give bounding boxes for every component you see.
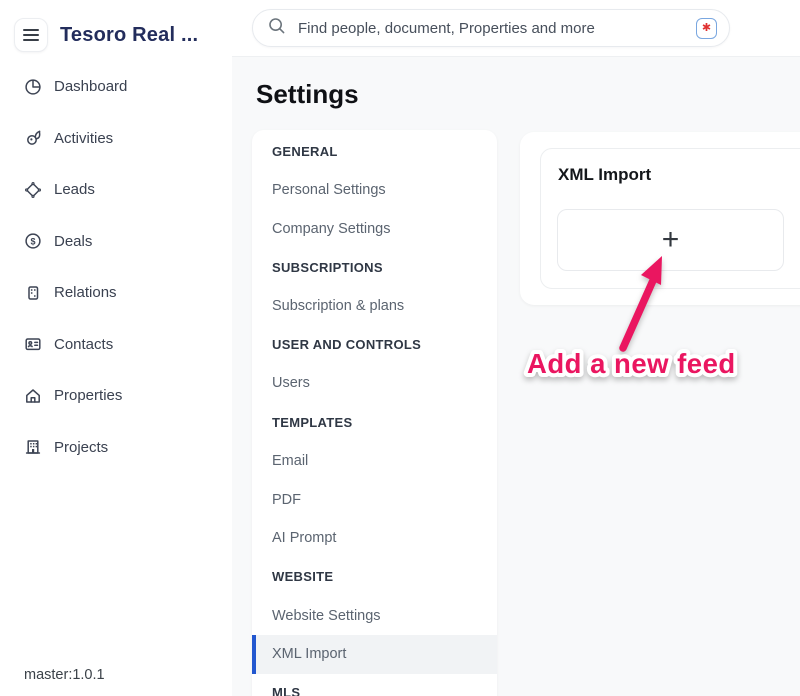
topbar: ✱ [232, 0, 800, 57]
settings-nav-subscription-plans[interactable]: Subscription & plans [272, 298, 405, 315]
search-bar: ✱ [252, 9, 730, 47]
settings-nav-ai-prompt[interactable]: AI Prompt [272, 530, 337, 547]
building-card-icon [24, 284, 42, 302]
dollar-circle-icon: $ [24, 232, 42, 250]
settings-nav-website-settings[interactable]: Website Settings [272, 607, 381, 624]
sidebar-item-label: Relations [54, 284, 117, 302]
brand-row: Tesoro Real ... [0, 0, 232, 58]
sidebar-item-label: Dashboard [54, 78, 128, 96]
hamburger-icon [23, 29, 39, 32]
home-icon [24, 387, 42, 405]
add-feed-button[interactable]: + [557, 209, 784, 271]
comet-icon [24, 129, 42, 147]
pie-chart-icon [24, 78, 42, 96]
settings-nav-users[interactable]: Users [272, 375, 310, 392]
search-input[interactable] [298, 19, 696, 37]
main-content: Settings GENERAL Personal Settings Company… [232, 57, 800, 696]
search-shortcut-icon[interactable]: ✱ [696, 17, 717, 39]
plus-icon: + [661, 223, 680, 256]
sidebar-item-label: Properties [54, 387, 123, 405]
version-label: master:1.0.1 [24, 667, 105, 683]
sidebar-item-projects[interactable]: Projects [0, 422, 232, 474]
settings-section-templates: TEMPLATES [272, 414, 353, 430]
sidebar-item-deals[interactable]: $ Deals [0, 216, 232, 268]
settings-nav-personal-settings[interactable]: Personal Settings [272, 182, 386, 199]
sidebar: Tesoro Real ... Dashboard Activities Leads… [0, 0, 232, 696]
sidebar-item-activities[interactable]: Activities [0, 113, 232, 165]
sidebar-item-leads[interactable]: Leads [0, 164, 232, 216]
xml-import-card: XML Import + [540, 148, 800, 289]
settings-nav-pdf[interactable]: PDF [272, 491, 301, 508]
xml-import-panel: XML Import + [520, 132, 800, 305]
sidebar-item-label: Projects [54, 438, 109, 456]
app-title: Tesoro Real ... [60, 23, 199, 46]
svg-text:$: $ [30, 237, 35, 247]
hamburger-menu-button[interactable] [14, 18, 48, 52]
sidebar-nav: Dashboard Activities Leads $ Deals Relations C… [0, 61, 232, 473]
sidebar-item-label: Contacts [54, 335, 114, 353]
sidebar-item-contacts[interactable]: Contacts [0, 319, 232, 371]
diamond-icon [24, 181, 42, 199]
contact-card-icon [24, 335, 42, 353]
settings-section-subscriptions: SUBSCRIPTIONS [272, 259, 383, 275]
settings-nav-company-settings[interactable]: Company Settings [272, 220, 391, 237]
settings-nav-card: GENERAL Personal Settings Company Settings… [252, 130, 497, 696]
sidebar-item-label: Activities [54, 129, 114, 147]
page-title: Settings [256, 79, 359, 109]
office-building-icon [24, 438, 42, 456]
settings-nav-email[interactable]: Email [272, 452, 309, 469]
settings-section-general: GENERAL [272, 143, 338, 159]
settings-section-mls: MLS [272, 685, 301, 696]
sidebar-item-dashboard[interactable]: Dashboard [0, 61, 232, 113]
settings-section-user-and-controls: USER AND CONTROLS [272, 337, 422, 353]
sidebar-item-properties[interactable]: Properties [0, 370, 232, 422]
sidebar-item-label: Deals [54, 232, 93, 250]
xml-import-card-title: XML Import [558, 165, 652, 184]
settings-nav-xml-import[interactable]: XML Import [252, 634, 497, 674]
sidebar-item-relations[interactable]: Relations [0, 267, 232, 319]
search-icon [268, 17, 286, 40]
sidebar-item-label: Leads [54, 181, 95, 199]
settings-section-website: WEBSITE [272, 569, 334, 585]
